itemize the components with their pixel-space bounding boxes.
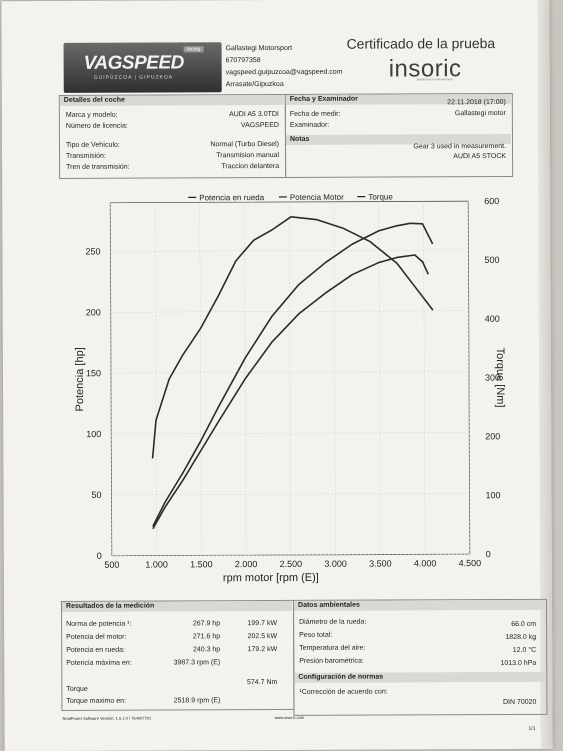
norms-label: ¹Corrección de acuerdo con:	[299, 688, 387, 697]
vehicle-label: Transmisión:	[66, 152, 106, 161]
vehicle-header: Detalles del coche	[60, 95, 284, 106]
footer-software: RealPower Software Versión: 1.5.1.0 / 76…	[62, 716, 151, 721]
x-gridline	[155, 203, 157, 556]
y2-tick-label: 400	[485, 314, 500, 324]
torque-max-value: 2518.9 rpm (E)	[144, 696, 220, 705]
legend-label: Torque	[368, 192, 393, 201]
vehicle-value: Traccion delantera	[172, 162, 279, 171]
vehicle-value: VAGSPEED	[182, 121, 279, 130]
norms-value: DIN 70020	[444, 698, 536, 707]
series-line-3	[152, 216, 434, 458]
results-value: 240.3 hp	[164, 645, 220, 654]
certificate-title: Certificado de la prueba	[347, 35, 496, 52]
results-label: Potencia en rueda:	[66, 646, 125, 655]
x-gridline	[200, 202, 202, 555]
x-tick-label: 1.500	[190, 559, 213, 569]
exam-examiner-value: Gallastegi motor	[402, 109, 506, 118]
results-value: 179.2 kW	[229, 645, 277, 654]
footer-url: www.insoric.com	[274, 715, 304, 720]
x-tick-label: 4.500	[459, 558, 482, 568]
ambient-label: Presión barométrica:	[299, 657, 364, 666]
exam-date-label: Fecha de medir:	[290, 110, 341, 119]
legend-label: Potencia en rueda	[199, 193, 265, 202]
x-tick-label: 3.500	[369, 559, 392, 569]
x-tick-label: 2.500	[280, 559, 303, 569]
results-label: Norma de potencia ¹:	[66, 620, 131, 629]
x-gridline	[289, 202, 291, 555]
vehicle-label: Número de licencia:	[66, 122, 128, 131]
vehicle-value: AUDI A5 3.0TDI	[182, 110, 279, 119]
x-gridline	[468, 201, 470, 554]
results-header: Resultados de la medición	[62, 601, 292, 612]
ambient-label: Temperatura del aire:	[299, 644, 365, 653]
certificate-page: racing VAGSPEED GUIPÚZCOA | GIPUZKOA Gal…	[1, 0, 552, 751]
y2-tick-label: 0	[486, 549, 491, 559]
ambient-value: 66.0 cm	[444, 620, 536, 629]
results-box	[61, 600, 294, 711]
vehicle-label: Tipo de Vehículo:	[66, 141, 120, 150]
y-tick-label: 200	[86, 307, 101, 317]
ambient-value: 1828.0 kg	[444, 633, 536, 642]
x-gridline	[110, 203, 112, 556]
company-phone: 670797358	[226, 56, 261, 65]
y2-tick-label: 200	[485, 431, 500, 441]
vehicle-label: Tren de transmisión:	[66, 163, 130, 172]
x-tick-label: 1.000	[145, 559, 168, 569]
x-tick-label: 500	[104, 560, 119, 570]
y2-tick-label: 100	[486, 490, 501, 500]
vagspeed-logo: racing VAGSPEED GUIPÚZCOA | GIPUZKOA	[64, 42, 222, 93]
torque-max-label: Torque maximo en:	[66, 697, 126, 706]
y-tick-label: 50	[91, 490, 101, 500]
results-value: 267.9 hp	[164, 619, 220, 628]
x-tick-label: 3.000	[324, 559, 347, 569]
ambient-value: 12.0 °C	[444, 646, 536, 655]
ambient-value: 1013.0 hPa	[444, 659, 536, 668]
y-axis-label: Potencia [hp]	[74, 347, 86, 411]
x-gridline	[423, 201, 425, 554]
torque-value: 574.7 Nm	[229, 678, 277, 687]
vehicle-value: Normal (Turbo Diesel)	[172, 140, 279, 149]
series-line-2	[152, 223, 434, 526]
logo-wordmark: VAGSPEED	[84, 52, 184, 74]
y2-tick-label: 500	[484, 255, 499, 265]
vehicle-label: Marca y modelo:	[66, 111, 118, 120]
y-tick-label: 150	[86, 368, 101, 378]
company-city: Arrasate/Gipuzkoa	[226, 80, 284, 89]
company-email: vagspeed.guipuzcoa@vagspeed.com	[226, 68, 343, 78]
results-value: 199.7 kW	[229, 619, 277, 628]
norms-header: Configuración de normas	[294, 672, 545, 683]
ambient-header: Datos ambientales	[294, 600, 545, 611]
results-value: 3987.3 rpm (E)	[144, 658, 220, 667]
logo-subtitle: GUIPÚZCOA | GIPUZKOA	[94, 74, 173, 80]
x-gridline	[334, 202, 336, 555]
torque-label: Torque	[66, 685, 87, 694]
vehicle-value: Transmision manual	[172, 151, 279, 160]
x-tick-label: 2.000	[235, 559, 258, 569]
logo-badge: racing	[184, 46, 204, 52]
notes-line-1: Gear 3 used in measurement.	[362, 142, 506, 152]
y-tick-label: 0	[97, 551, 102, 561]
y2-tick-label: 600	[484, 196, 499, 206]
ambient-label: Peso total:	[299, 631, 332, 640]
results-label: Potencia del motor:	[66, 633, 126, 642]
company-name: Gallastegi Motorsport	[226, 44, 293, 53]
footer-page: 1/1	[529, 726, 536, 732]
results-value: 271.6 hp	[164, 632, 220, 641]
results-value: 202.5 kW	[229, 632, 277, 641]
exam-examiner-label: Examinador:	[290, 121, 329, 130]
notes-line-2: AUDI A5 STOCK	[362, 152, 506, 162]
exam-date-value: 22.11.2018 (17:00)	[402, 98, 506, 107]
insoric-tagline: performance measurement	[417, 77, 453, 81]
results-label: Potencia máxima en:	[66, 659, 131, 668]
y-gridline	[111, 432, 469, 434]
legend-label: Potencia Motor	[290, 193, 344, 202]
y-tick-label: 250	[85, 246, 100, 256]
ambient-label: Diámetro de la rueda:	[299, 618, 366, 627]
x-axis-label: rpm motor [rpm (E)]	[223, 572, 319, 584]
x-gridline	[379, 202, 381, 555]
x-tick-label: 4.000	[414, 558, 437, 568]
y2-axis-label: Torque [Nm]	[494, 348, 506, 408]
y-tick-label: 100	[86, 429, 101, 439]
